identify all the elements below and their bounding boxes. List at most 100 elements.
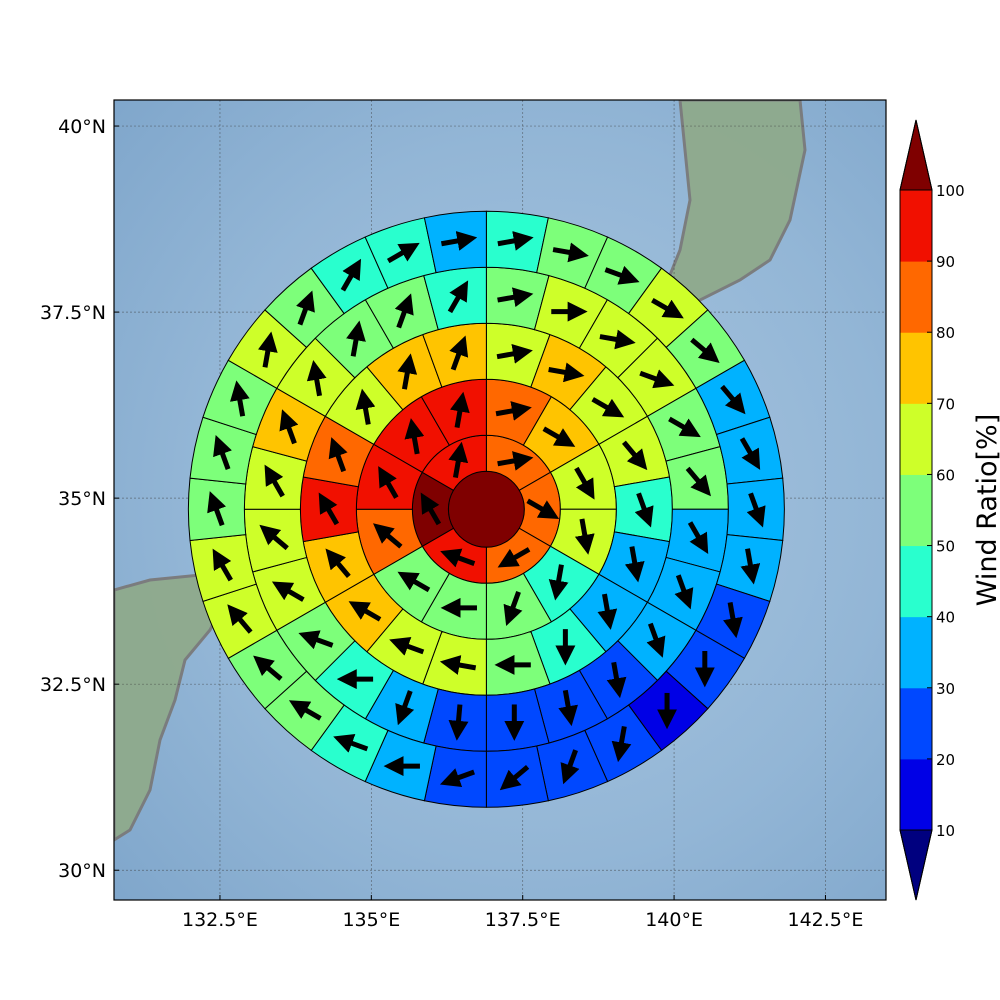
wind-arrow xyxy=(346,320,366,357)
colorbar-under-arrow xyxy=(899,829,933,901)
wind-arrow xyxy=(397,571,431,593)
colorbar-tick-label: 30 xyxy=(936,680,955,698)
wind-arrow xyxy=(560,749,580,785)
wind-arrow xyxy=(212,548,233,582)
wind-arrow xyxy=(340,258,362,292)
wind-arrow xyxy=(552,242,589,263)
wind-arrow xyxy=(591,397,625,418)
wind-arrow xyxy=(558,689,579,727)
wind-arrow xyxy=(646,622,666,658)
x-tick-label: 132.5°E xyxy=(182,909,258,931)
wind-arrow xyxy=(606,661,627,699)
colorbar-band xyxy=(900,616,932,689)
wind-arrow xyxy=(397,353,418,390)
wind-arrow xyxy=(447,280,469,314)
wind-arrow xyxy=(227,604,253,634)
wind-arrow xyxy=(271,581,305,602)
y-axis-ticks: 30°N 32.5°N 35°N 37.5°N 40°N xyxy=(40,116,119,882)
colorbar-band xyxy=(900,332,932,404)
wind-arrow xyxy=(373,523,403,549)
wind-arrow xyxy=(318,492,340,526)
wind-arrow xyxy=(355,388,376,425)
wind-arrow xyxy=(542,426,576,447)
colorbar-tick-label: 60 xyxy=(936,466,955,484)
y-tick-label: 40°N xyxy=(58,116,106,138)
wind-arrow xyxy=(229,380,250,417)
wind-arrow xyxy=(624,546,645,583)
wind-arrow xyxy=(739,437,761,470)
colorbar-tick-label: 100 xyxy=(936,182,965,200)
wind-arrow xyxy=(296,290,315,326)
x-axis-ticks: 132.5°E 135°E 137.5°E 140°E 142.5°E xyxy=(182,895,863,931)
colorbar-tick-label: 80 xyxy=(936,324,955,342)
wind-arrow xyxy=(723,601,743,639)
wind-arrow xyxy=(264,464,285,498)
wind-arrow xyxy=(497,547,531,568)
x-tick-label: 142.5°E xyxy=(787,909,863,931)
wind-arrow xyxy=(740,548,761,585)
wind-arrow xyxy=(496,343,533,364)
wind-arrow xyxy=(651,297,684,319)
wind-arrow xyxy=(746,492,766,528)
colorbar-tick-label: 10 xyxy=(936,822,955,840)
wind-arrow xyxy=(448,704,469,741)
wind-arrow xyxy=(325,548,351,578)
wind-arrow xyxy=(574,466,595,500)
wind-arrow xyxy=(440,231,478,251)
colorbar-band xyxy=(900,474,932,547)
y-tick-label: 32.5°N xyxy=(40,674,106,696)
wind-arrow xyxy=(685,466,711,497)
wind-arrow xyxy=(674,574,694,610)
wind-arrow xyxy=(497,287,534,308)
wind-arrow xyxy=(450,391,470,428)
wind-arrow xyxy=(378,466,399,499)
x-tick-label: 135°E xyxy=(342,909,400,931)
wind-arrow xyxy=(439,655,477,675)
wind-arrow xyxy=(389,636,425,656)
colorbar-tick-label: 20 xyxy=(936,751,955,769)
wind-arrow xyxy=(687,521,709,554)
wind-arrow xyxy=(526,498,560,519)
wind-arrow xyxy=(574,518,595,555)
wind-arrow xyxy=(207,491,226,527)
wind-arrow xyxy=(597,593,618,630)
wind-arrow xyxy=(448,441,469,478)
colorbar-tick-label: 40 xyxy=(936,609,955,627)
wind-arrow xyxy=(257,331,278,368)
wind-arrow xyxy=(440,548,476,568)
x-tick-label: 140°E xyxy=(645,909,703,931)
colorbar-band xyxy=(900,190,932,262)
colorbar-band xyxy=(900,758,932,831)
wind-arrow xyxy=(386,242,420,264)
wind-arrow xyxy=(420,492,442,526)
wind-arrow xyxy=(306,359,327,397)
colorbar-title: Wind Ratio[%] xyxy=(972,414,1000,606)
wind-arrow xyxy=(395,690,415,726)
y-tick-label: 37.5°N xyxy=(40,302,106,324)
wind-arrow xyxy=(213,434,232,470)
colorbar-tick-label: 70 xyxy=(936,395,955,413)
wind-arrow xyxy=(348,601,382,622)
colorbar-band xyxy=(900,403,932,475)
y-tick-label: 30°N xyxy=(58,860,106,882)
wind-arrow xyxy=(499,764,530,791)
wind-arrow xyxy=(394,293,414,329)
wind-arrow xyxy=(639,369,675,389)
colorbar-over-arrow xyxy=(899,119,933,191)
colorbar-band xyxy=(900,261,932,333)
wind-arrow xyxy=(668,416,701,438)
colorbar-tick-label: 90 xyxy=(936,253,955,271)
wind-direction-arrows xyxy=(207,231,766,791)
wind-arrow xyxy=(439,768,475,787)
colorbar-band xyxy=(900,545,932,618)
wind-arrow xyxy=(720,384,746,415)
wind-arrow xyxy=(690,337,720,364)
wind-arrow xyxy=(497,231,534,251)
wind-arrow xyxy=(328,437,348,473)
wind-arrow xyxy=(548,362,585,383)
y-tick-label: 35°N xyxy=(58,488,106,510)
wind-arrow xyxy=(611,725,632,763)
wind-arrow xyxy=(253,655,283,681)
wind-arrow xyxy=(548,564,569,601)
